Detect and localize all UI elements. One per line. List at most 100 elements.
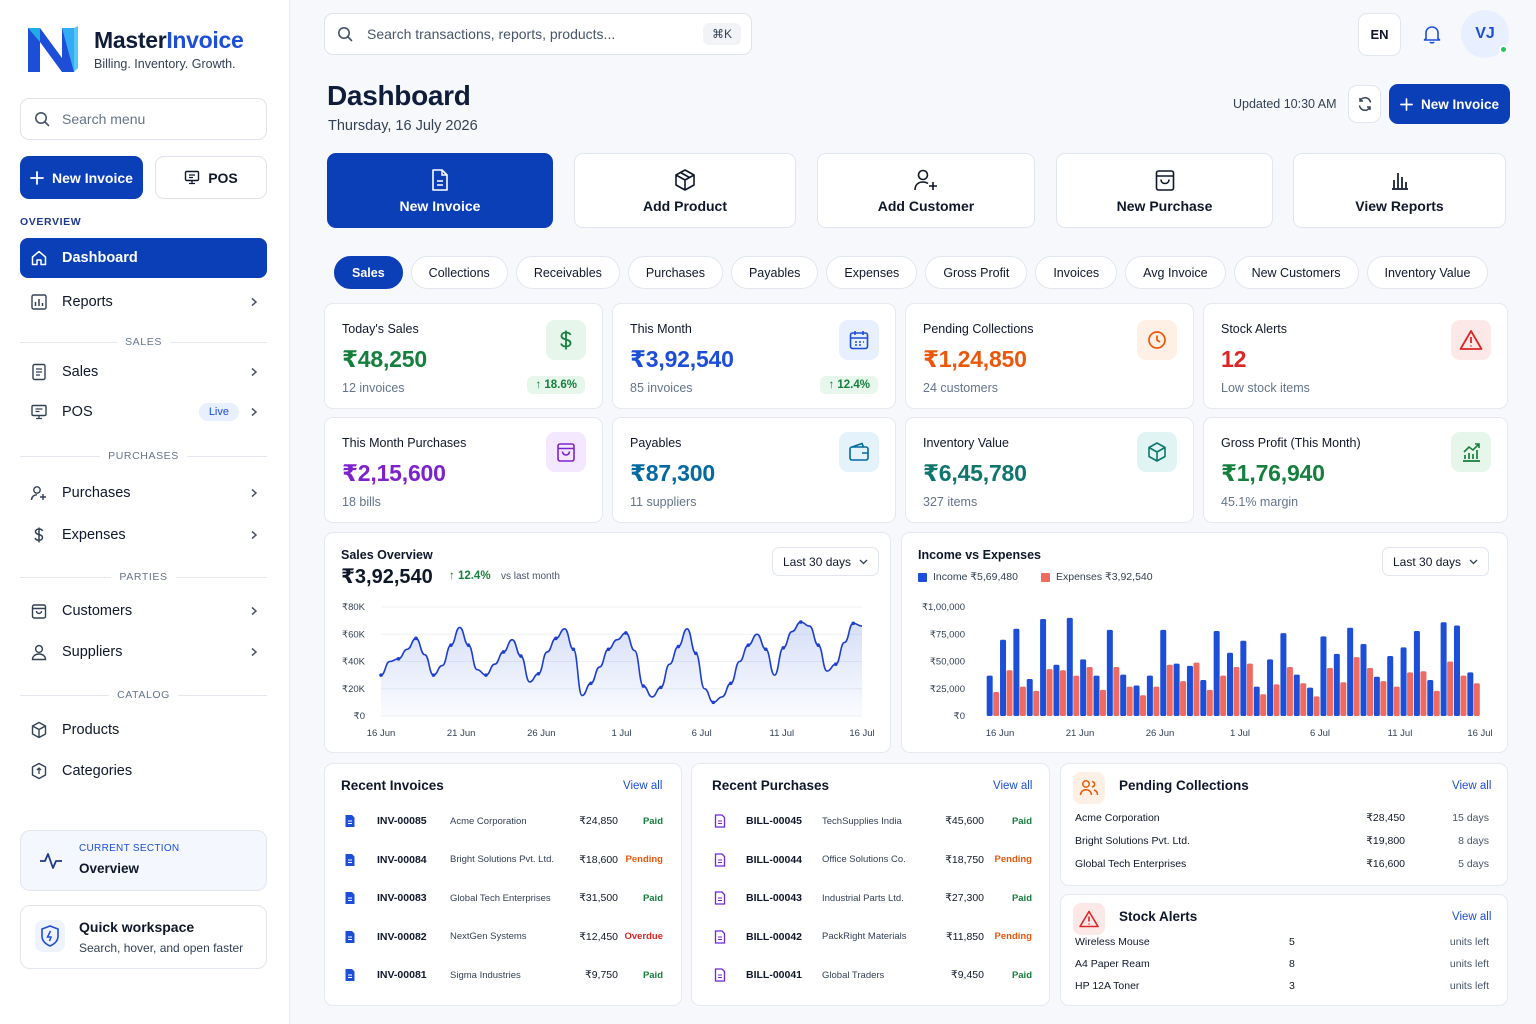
global-search-input[interactable]: Search transactions, reports, products..… (324, 13, 752, 55)
table-row[interactable]: BILL-00042 PackRight Materials ₹11,850 Pend… (714, 929, 1032, 944)
quick-action-new-invoice[interactable]: New Invoice (327, 153, 553, 228)
page-title: Dashboard (327, 80, 471, 111)
kpi-card-gross-profit[interactable]: Gross Profit (This Month) ₹1,76,940 45.1… (1203, 417, 1508, 523)
list-item[interactable]: Global Tech Enterprises ₹16,600 5 days (1075, 858, 1489, 870)
cube-icon (31, 721, 47, 739)
file-icon (714, 891, 746, 905)
brand-logo[interactable]: MasterInvoice Billing. Inventory. Growth… (26, 24, 244, 74)
chart-up-icon (1451, 432, 1491, 472)
list-item[interactable]: Acme Corporation ₹28,450 15 days (1075, 812, 1489, 824)
kpi-card-stock-alerts[interactable]: Stock Alerts 12 Low stock items (1203, 303, 1508, 409)
tab-purchases[interactable]: Purchases (627, 256, 723, 289)
kpi-card-payables[interactable]: Payables ₹87,300 11 suppliers (612, 417, 896, 523)
sidebar-item-dashboard[interactable]: Dashboard (20, 238, 267, 278)
kpi-card-month-purchases[interactable]: This Month Purchases ₹2,15,600 18 bills (324, 417, 603, 523)
recent-purchases-view-all-link[interactable]: View all (993, 780, 1033, 792)
user-avatar[interactable]: VJ (1461, 10, 1509, 58)
expense-bar (1260, 694, 1267, 716)
income-range-dropdown[interactable]: Last 30 days (1382, 547, 1490, 576)
table-row[interactable]: INV-00082 NextGen Systems ₹12,450 Overdue (344, 930, 663, 944)
sidebar-item-sales[interactable]: Sales (20, 352, 267, 392)
list-item[interactable]: A4 Paper Ream 8 units left (1075, 958, 1489, 970)
table-row[interactable]: BILL-00044 Office Solutions Co. ₹18,750 Pen… (714, 852, 1032, 867)
dropdown-value: Last 30 days (783, 554, 852, 569)
notifications-bell-icon[interactable] (1418, 20, 1446, 48)
tab-gross-profit[interactable]: Gross Profit (925, 256, 1028, 289)
stock-alerts-view-all-link[interactable]: View all (1452, 911, 1492, 923)
section-label-sales: SALES (20, 336, 267, 348)
sidebar-item-categories[interactable]: Categories (20, 751, 267, 791)
sales-range-dropdown[interactable]: Last 30 days (772, 547, 880, 576)
kpi-card-pending-collections[interactable]: Pending Collections ₹1,24,850 24 custome… (905, 303, 1194, 409)
tab-avg-invoice[interactable]: Avg Invoice (1125, 256, 1226, 289)
kpi-sub: Low stock items (1221, 381, 1310, 395)
sidebar-pos-button[interactable]: POS (155, 156, 267, 199)
tab-collections[interactable]: Collections (410, 256, 508, 289)
doc-id: BILL-00042 (746, 930, 803, 943)
income-bar (986, 675, 993, 716)
sidebar-new-invoice-label: New Invoice (52, 169, 133, 186)
income-bar (1173, 663, 1180, 716)
table-row[interactable]: INV-00081 Sigma Industries ₹9,750 Paid (344, 968, 663, 982)
tab-receivables[interactable]: Receivables (515, 256, 620, 289)
income-bar (1053, 664, 1060, 716)
kpi-change-badge: ↑ 18.6% (527, 376, 585, 394)
expense-bar (1233, 666, 1240, 716)
item-qty: 3 (1289, 980, 1295, 992)
tab-new-customers[interactable]: New Customers (1233, 256, 1359, 289)
pending-collections-view-all-link[interactable]: View all (1452, 780, 1492, 792)
table-row[interactable]: BILL-00043 Industrial Parts Ltd. ₹27,300 Pa… (714, 891, 1032, 905)
tab-inventory-value[interactable]: Inventory Value (1366, 256, 1489, 289)
table-row[interactable]: BILL-00041 Global Traders ₹9,450 Paid (714, 968, 1032, 982)
kpi-card-todays-sales[interactable]: Today's Sales ₹48,250 12 invoices ↑ 18.6… (324, 303, 603, 409)
table-row[interactable]: INV-00084 Bright Solutions Pvt. Ltd. ₹18,6… (344, 853, 663, 867)
y-tick-label: ₹80K (342, 602, 366, 613)
kpi-card-inventory-value[interactable]: Inventory Value ₹6,45,780 327 items (905, 417, 1194, 523)
amount: ₹18,600 (579, 853, 618, 866)
sidebar-item-pos[interactable]: POS Live (20, 392, 267, 432)
expense-bar (1140, 695, 1147, 716)
list-item[interactable]: HP 12A Toner 3 units left (1075, 980, 1489, 992)
header-new-invoice-button[interactable]: New Invoice (1389, 84, 1510, 124)
kpi-card-this-month[interactable]: This Month ₹3,92,540 85 invoices ↑ 12.4% (612, 303, 896, 409)
item-qty: 5 (1289, 936, 1295, 948)
sidebar-search-input[interactable]: Search menu (20, 98, 267, 140)
quick-action-view-reports[interactable]: View Reports (1293, 153, 1506, 228)
refresh-button[interactable] (1348, 85, 1381, 123)
users-icon (1073, 772, 1105, 804)
expense-bar (1206, 689, 1213, 716)
table-row[interactable]: INV-00083 Global Tech Enterprises ₹31,500 P… (344, 891, 663, 905)
list-item[interactable]: Bright Solutions Pvt. Ltd. ₹19,800 8 days (1075, 835, 1489, 847)
quick-action-add-product[interactable]: Add Product (574, 153, 796, 228)
sales-point (501, 650, 506, 654)
sidebar-item-customers[interactable]: Customers (20, 591, 267, 631)
sales-point (414, 636, 418, 641)
tab-invoices[interactable]: Invoices (1035, 256, 1118, 289)
section-label-parties: PARTIES (20, 571, 267, 583)
quick-action-add-customer[interactable]: Add Customer (817, 153, 1035, 228)
party-name: Bright Solutions Pvt. Ltd. (1075, 835, 1190, 847)
page-date: Thursday, 16 July 2026 (328, 118, 478, 134)
chevron-right-icon (249, 647, 259, 657)
language-button[interactable]: EN (1358, 13, 1401, 56)
quick-action-new-purchase[interactable]: New Purchase (1056, 153, 1273, 228)
quick-workspace-card[interactable]: Quick workspace Search, hover, and open … (20, 905, 267, 969)
recent-invoices-view-all-link[interactable]: View all (623, 780, 663, 792)
list-item[interactable]: Wireless Mouse 5 units left (1075, 936, 1489, 948)
sidebar-item-purchases[interactable]: Purchases (20, 473, 267, 513)
sidebar-item-expenses[interactable]: Expenses (20, 515, 267, 555)
table-row[interactable]: BILL-00045 TechSupplies India ₹45,600 Paid (714, 814, 1032, 828)
sidebar-item-suppliers[interactable]: Suppliers (20, 632, 267, 672)
doc-id: INV-00082 (377, 930, 427, 943)
sales-point (746, 643, 751, 647)
tab-payables[interactable]: Payables (730, 256, 819, 289)
sidebar-item-reports[interactable]: Reports (20, 282, 267, 322)
tab-sales[interactable]: Sales (334, 256, 403, 289)
table-row[interactable]: INV-00085 Acme Corporation ₹24,850 Paid (344, 814, 663, 828)
expense-bar (1326, 668, 1333, 716)
sidebar-new-invoice-button[interactable]: New Invoice (20, 156, 143, 199)
quick-action-label: View Reports (1355, 197, 1444, 214)
tab-expenses[interactable]: Expenses (826, 256, 918, 289)
sidebar-item-products[interactable]: Products (20, 710, 267, 750)
brand-name: MasterInvoice (94, 27, 244, 53)
